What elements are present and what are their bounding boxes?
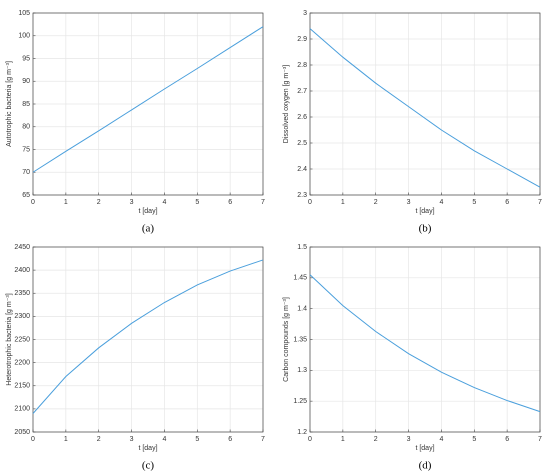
y-tick-label: 1.45	[293, 275, 307, 282]
y-tick-label: 1.4	[297, 306, 307, 313]
x-tick-label: 5	[472, 436, 476, 443]
x-tick-label: 2	[374, 199, 378, 206]
y-tick-label: 2200	[14, 359, 30, 366]
x-tick-label: 4	[439, 199, 443, 206]
y-tick-label: 2.4	[297, 166, 307, 173]
y-tick-label: 2150	[14, 383, 30, 390]
y-tick-label: 100	[18, 33, 30, 40]
x-tick-label: 6	[228, 436, 232, 443]
x-axis-label: t [day]	[138, 445, 157, 452]
y-tick-label: 1.2	[297, 429, 307, 436]
panel-label: (b)	[419, 223, 432, 235]
y-tick-label: 2.8	[297, 62, 307, 69]
y-tick-label: 65	[22, 192, 30, 199]
plot-frame	[32, 12, 264, 196]
x-tick-label: 0	[31, 436, 35, 443]
plot-frame	[309, 246, 541, 433]
panel-label: (c)	[142, 460, 155, 472]
y-tick-label: 2350	[14, 290, 30, 297]
x-tick-label: 2	[97, 436, 101, 443]
x-tick-label: 7	[538, 199, 542, 206]
y-tick-label: 90	[22, 78, 30, 85]
y-tick-label: 2050	[14, 429, 30, 436]
x-tick-label: 0	[31, 199, 35, 206]
x-tick-label: 0	[308, 199, 312, 206]
plot-area	[310, 13, 540, 195]
x-tick-label: 5	[195, 436, 199, 443]
panel-label: (d)	[419, 460, 432, 472]
x-tick-label: 7	[261, 436, 265, 443]
y-axis-label: Carbon compounds [g m⁻³]	[283, 297, 290, 382]
data-line	[309, 28, 541, 188]
y-tick-label: 75	[22, 146, 30, 153]
y-tick-label: 2.3	[297, 192, 307, 199]
y-tick-label: 2100	[14, 406, 30, 413]
y-tick-label: 1.3	[297, 367, 307, 374]
y-tick-label: 2.5	[297, 140, 307, 147]
y-tick-label: 95	[22, 55, 30, 62]
x-tick-label: 1	[341, 199, 345, 206]
y-tick-label: 1.25	[293, 398, 307, 405]
x-tick-label: 5	[472, 199, 476, 206]
y-tick-label: 1.5	[297, 244, 307, 251]
y-tick-label: 3	[303, 10, 307, 17]
x-tick-label: 4	[162, 199, 166, 206]
x-tick-label: 3	[130, 199, 134, 206]
x-tick-label: 6	[228, 199, 232, 206]
plot-frame	[32, 246, 264, 433]
x-tick-label: 3	[130, 436, 134, 443]
y-tick-label: 105	[18, 10, 30, 17]
y-tick-label: 70	[22, 169, 30, 176]
plot-frame	[309, 12, 541, 196]
x-tick-label: 7	[538, 436, 542, 443]
x-tick-label: 1	[64, 199, 68, 206]
x-axis-label: t [day]	[138, 208, 157, 215]
data-line	[32, 26, 264, 173]
data-line	[309, 274, 541, 413]
x-tick-label: 6	[505, 199, 509, 206]
x-tick-label: 1	[341, 436, 345, 443]
y-tick-label: 85	[22, 101, 30, 108]
y-tick-label: 80	[22, 124, 30, 131]
y-tick-label: 1.35	[293, 336, 307, 343]
y-axis-label: Dissolved oxygen [g m⁻³]	[283, 65, 290, 143]
x-tick-label: 5	[195, 199, 199, 206]
x-tick-label: 1	[64, 436, 68, 443]
x-tick-label: 6	[505, 436, 509, 443]
x-tick-label: 3	[407, 199, 411, 206]
y-tick-label: 2250	[14, 336, 30, 343]
x-tick-label: 4	[162, 436, 166, 443]
y-tick-label: 2300	[14, 313, 30, 320]
y-tick-label: 2.7	[297, 88, 307, 95]
data-line	[32, 259, 264, 414]
x-tick-label: 0	[308, 436, 312, 443]
y-tick-label: 2450	[14, 244, 30, 251]
x-tick-label: 4	[439, 436, 443, 443]
x-tick-label: 7	[261, 199, 265, 206]
x-axis-label: t [day]	[415, 445, 434, 452]
y-tick-label: 2.6	[297, 114, 307, 121]
y-tick-label: 2400	[14, 267, 30, 274]
x-tick-label: 2	[374, 436, 378, 443]
x-tick-label: 3	[407, 436, 411, 443]
panel-label: (a)	[142, 223, 155, 235]
y-tick-label: 2.9	[297, 36, 307, 43]
y-axis-label: Autotrophic bacteria [g m⁻³]	[6, 61, 13, 147]
x-axis-label: t [day]	[415, 208, 434, 215]
y-axis-label: Heterotrophic bacteria [g m⁻³]	[6, 293, 13, 385]
x-tick-label: 2	[97, 199, 101, 206]
